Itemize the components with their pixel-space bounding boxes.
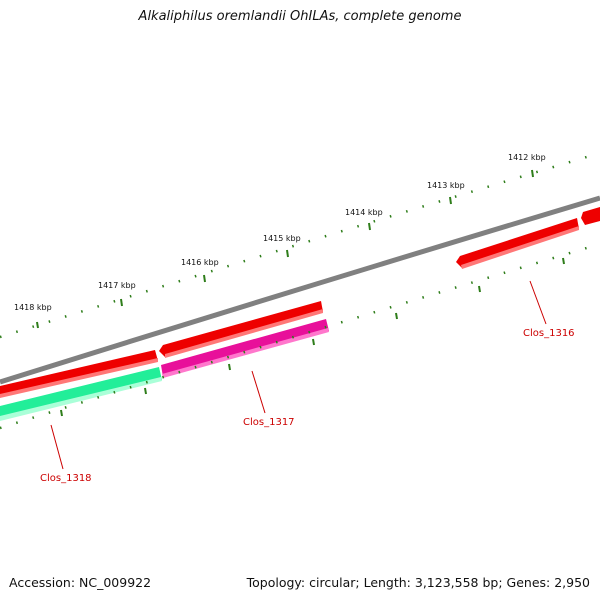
tick-label-1415: 1415 kbp: [263, 234, 301, 243]
gene-clos-1316: [456, 218, 579, 268]
map-title: Alkaliphilus oremlandii OhILAs, complete…: [138, 9, 462, 24]
gene-label-clos-1318: Clos_1318: [40, 473, 92, 484]
inner-major-ticks: [60, 257, 565, 417]
tick-label-1416: 1416 kbp: [181, 258, 219, 267]
genome-backbone: [0, 195, 600, 385]
tick-label-1417: 1417 kbp: [98, 281, 136, 290]
gene-label-clos-1316: Clos_1316: [523, 328, 575, 339]
tick-label-1418: 1418 kbp: [14, 303, 52, 312]
tick-label-1412: 1412 kbp: [508, 153, 546, 162]
accession-text: Accession: NC_009922: [9, 575, 152, 590]
genome-summary-text: Topology: circular; Length: 3,123,558 bp…: [246, 575, 590, 590]
cds-feature: [581, 207, 600, 225]
cds-feature: [159, 301, 323, 357]
forward-cds-track: [0, 207, 600, 398]
gene-label-clos-1317: Clos_1317: [243, 417, 295, 428]
leader-line-clos-1317: [251, 370, 266, 414]
leader-line-clos-1316: [529, 280, 547, 325]
tick-label-1413: 1413 kbp: [427, 181, 465, 190]
outer-major-ticks: [36, 169, 534, 329]
gene-track: [0, 218, 579, 421]
gene-clos-1317: [161, 319, 329, 377]
leader-line-clos-1318: [50, 424, 64, 470]
tick-label-1414: 1414 kbp: [345, 208, 383, 217]
